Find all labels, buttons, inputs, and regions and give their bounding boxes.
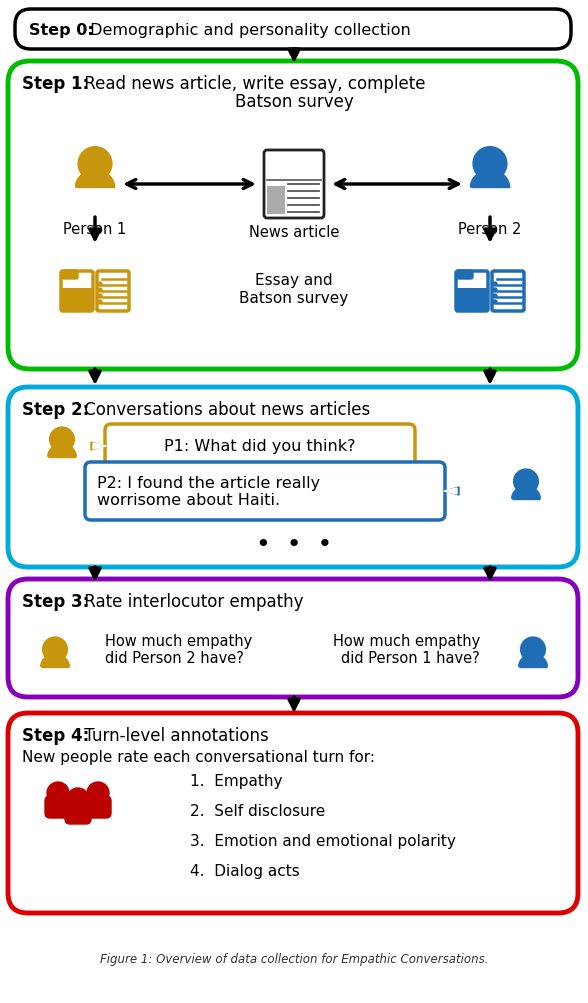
FancyBboxPatch shape [65, 802, 91, 824]
FancyBboxPatch shape [105, 424, 415, 468]
Text: How much empathy
did Person 2 have?: How much empathy did Person 2 have? [105, 633, 252, 666]
Text: 1.  Empathy: 1. Empathy [190, 773, 282, 788]
FancyBboxPatch shape [8, 580, 578, 697]
Text: Read news article, write essay, complete: Read news article, write essay, complete [79, 75, 426, 93]
Polygon shape [48, 444, 76, 457]
Text: New people rate each conversational turn for:: New people rate each conversational turn… [22, 750, 375, 764]
Circle shape [493, 283, 497, 287]
Polygon shape [93, 443, 106, 449]
Text: Figure 1: Overview of data collection for Empathic Conversations.: Figure 1: Overview of data collection fo… [100, 953, 488, 966]
FancyBboxPatch shape [85, 462, 445, 521]
Polygon shape [91, 442, 105, 450]
Circle shape [49, 427, 74, 452]
Polygon shape [75, 171, 115, 188]
FancyBboxPatch shape [15, 10, 571, 50]
Text: Rate interlocutor empathy: Rate interlocutor empathy [79, 593, 303, 611]
Text: Step 0:: Step 0: [29, 22, 93, 37]
Bar [457, 289, 487, 311]
Circle shape [78, 147, 112, 182]
Circle shape [87, 782, 109, 804]
Text: Demographic and personality collection: Demographic and personality collection [85, 22, 411, 37]
FancyBboxPatch shape [62, 271, 78, 280]
FancyBboxPatch shape [8, 387, 578, 568]
Circle shape [98, 295, 102, 299]
Circle shape [43, 638, 68, 662]
Polygon shape [445, 487, 459, 495]
Text: 4.  Dialog acts: 4. Dialog acts [190, 864, 300, 879]
Text: P2: I found the article really
worrisome about Haiti.: P2: I found the article really worrisome… [97, 475, 320, 508]
Text: Essay and: Essay and [255, 272, 333, 287]
FancyBboxPatch shape [457, 271, 473, 280]
Circle shape [98, 283, 102, 287]
Text: Step 2:: Step 2: [22, 400, 89, 418]
Text: 3.  Emotion and emotional polarity: 3. Emotion and emotional polarity [190, 833, 456, 849]
Circle shape [514, 469, 539, 494]
Circle shape [473, 147, 507, 182]
Circle shape [47, 782, 69, 804]
Text: Turn-level annotations: Turn-level annotations [79, 726, 269, 744]
Text: News article: News article [249, 225, 339, 240]
Text: Batson survey: Batson survey [235, 93, 353, 111]
Text: How much empathy
did Person 1 have?: How much empathy did Person 1 have? [333, 633, 480, 666]
Polygon shape [519, 655, 547, 667]
Text: Batson survey: Batson survey [239, 290, 349, 305]
Text: Person 1: Person 1 [64, 222, 126, 237]
FancyBboxPatch shape [492, 272, 524, 312]
Text: Conversations about news articles: Conversations about news articles [79, 400, 370, 418]
Text: Person 2: Person 2 [458, 222, 522, 237]
Circle shape [493, 301, 497, 305]
Text: Step 3:: Step 3: [22, 593, 89, 611]
FancyBboxPatch shape [45, 796, 71, 818]
Polygon shape [444, 488, 457, 494]
Bar [62, 289, 92, 311]
Polygon shape [470, 171, 509, 188]
FancyBboxPatch shape [8, 713, 578, 913]
Polygon shape [512, 486, 540, 499]
Text: •  •  •: • • • [256, 533, 332, 557]
Circle shape [98, 301, 102, 305]
FancyBboxPatch shape [97, 272, 129, 312]
Text: Step 1:: Step 1: [22, 75, 89, 93]
Text: 2.  Self disclosure: 2. Self disclosure [190, 803, 325, 818]
Circle shape [67, 788, 89, 810]
Polygon shape [41, 655, 69, 667]
Circle shape [520, 638, 545, 662]
FancyBboxPatch shape [85, 796, 111, 818]
Circle shape [493, 295, 497, 299]
FancyBboxPatch shape [456, 272, 488, 312]
Circle shape [493, 289, 497, 293]
FancyBboxPatch shape [8, 62, 578, 370]
FancyBboxPatch shape [264, 150, 324, 219]
Bar [267, 187, 285, 215]
FancyBboxPatch shape [61, 272, 93, 312]
Text: P1: What did you think?: P1: What did you think? [164, 439, 356, 454]
Circle shape [98, 289, 102, 293]
Text: Step 4:: Step 4: [22, 726, 89, 744]
